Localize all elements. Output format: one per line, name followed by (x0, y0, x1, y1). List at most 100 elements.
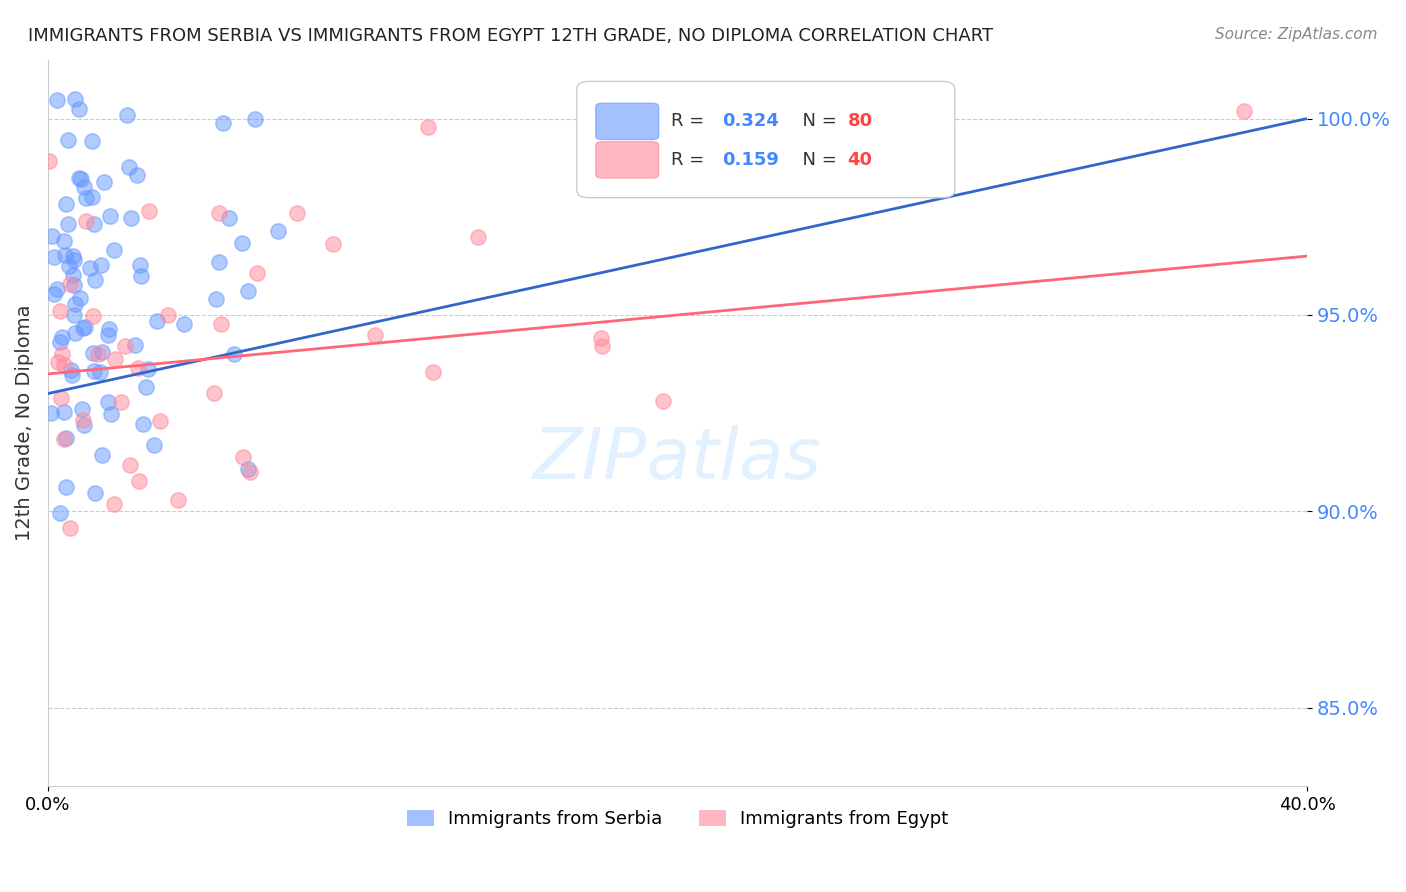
FancyBboxPatch shape (596, 103, 658, 139)
Point (591, 331, 613, 345)
Text: N =: N = (792, 151, 842, 169)
Point (135, 379, 157, 393)
Point (173, 317, 195, 331)
Point (75, 213, 97, 227)
Point (49, 334, 72, 349)
Point (73, 417, 96, 432)
Y-axis label: 12th Grade, No Diploma: 12th Grade, No Diploma (15, 305, 34, 541)
Point (55, 480, 77, 494)
Point (63, 297, 86, 311)
Point (127, 168, 149, 182)
Point (118, 458, 141, 473)
Point (205, 292, 228, 306)
Point (52, 405, 75, 419)
Point (591, 339, 613, 353)
Point (42, 287, 65, 301)
Point (115, 108, 138, 122)
Point (416, 120, 439, 135)
Point (136, 362, 159, 376)
Point (232, 450, 254, 464)
Point (69, 291, 91, 305)
Point (49, 391, 72, 405)
Point (103, 497, 125, 511)
Point (236, 461, 259, 475)
Point (202, 385, 225, 400)
Point (69, 171, 91, 186)
Point (128, 258, 150, 272)
FancyBboxPatch shape (576, 81, 955, 198)
Point (60, 363, 83, 377)
Point (89, 365, 111, 379)
Point (82, 190, 104, 204)
Point (224, 347, 246, 361)
Point (55, 197, 77, 211)
Point (212, 115, 235, 129)
Point (231, 235, 253, 250)
Point (364, 327, 387, 342)
Point (167, 492, 190, 507)
Point (82, 346, 104, 360)
Point (86, 347, 108, 361)
Point (207, 205, 229, 219)
Point (127, 361, 149, 376)
Text: IMMIGRANTS FROM SERBIA VS IMMIGRANTS FROM EGYPT 12TH GRADE, NO DIPLOMA CORRELATI: IMMIGRANTS FROM SERBIA VS IMMIGRANTS FRO… (28, 27, 993, 45)
Point (120, 211, 142, 225)
Point (124, 337, 146, 351)
Point (75, 319, 97, 334)
Point (62, 268, 84, 282)
Text: 0.159: 0.159 (721, 151, 779, 169)
Text: Source: ZipAtlas.com: Source: ZipAtlas.com (1215, 27, 1378, 42)
Text: ZIPatlas: ZIPatlas (533, 425, 823, 494)
Text: R =: R = (671, 151, 710, 169)
Point (132, 417, 155, 431)
Point (243, 112, 266, 126)
Point (67, 171, 90, 186)
Point (84, 273, 107, 287)
Point (59, 277, 82, 292)
Point (98, 209, 121, 223)
Point (46, 282, 69, 296)
Point (63, 92, 86, 106)
Point (146, 314, 169, 328)
Point (83, 217, 105, 231)
Point (63, 308, 86, 322)
Point (59, 521, 82, 535)
Point (157, 309, 180, 323)
Point (83, 364, 105, 378)
Point (42, 250, 65, 264)
Point (104, 351, 127, 366)
Point (90, 345, 112, 359)
Point (236, 284, 259, 298)
Point (38, 154, 60, 169)
Point (49, 506, 72, 520)
Text: 0.324: 0.324 (721, 112, 779, 130)
Point (63, 277, 86, 292)
Point (267, 224, 290, 238)
Point (60, 368, 83, 382)
Point (138, 204, 160, 219)
Point (128, 474, 150, 488)
Point (63, 253, 86, 268)
Point (79, 260, 101, 275)
Point (80, 134, 103, 148)
Text: R =: R = (671, 112, 710, 130)
Point (91, 448, 114, 462)
Point (49, 304, 72, 318)
Point (246, 266, 269, 280)
Point (90, 258, 112, 272)
Point (209, 317, 232, 331)
Point (238, 465, 260, 479)
Point (62, 249, 84, 263)
Point (97, 321, 120, 335)
Point (51, 346, 73, 360)
Text: 80: 80 (848, 112, 873, 130)
Point (652, 394, 675, 409)
Legend: Immigrants from Serbia, Immigrants from Egypt: Immigrants from Serbia, Immigrants from … (399, 803, 956, 836)
FancyBboxPatch shape (596, 142, 658, 178)
Point (97, 395, 120, 409)
Point (70, 401, 93, 416)
Point (422, 365, 444, 379)
Point (84, 485, 107, 500)
Point (118, 161, 141, 175)
Point (114, 339, 136, 353)
